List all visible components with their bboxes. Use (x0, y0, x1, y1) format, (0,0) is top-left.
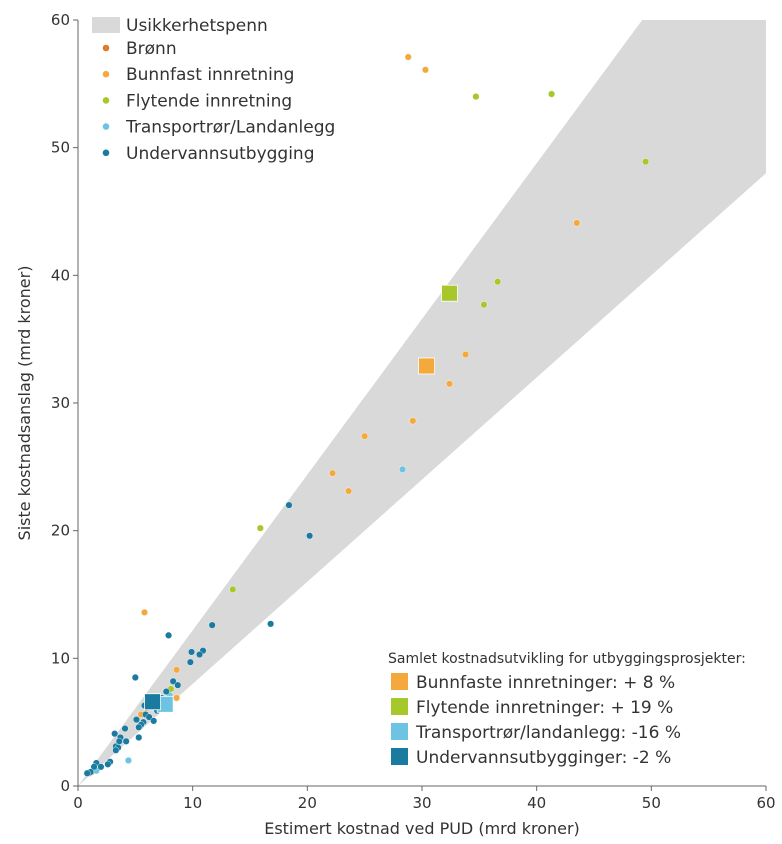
point-bunnfast-innretning (462, 350, 470, 358)
x-tick-label: 50 (642, 794, 661, 812)
y-tick-label: 60 (51, 11, 70, 29)
legend-marker-br-nn (102, 44, 110, 52)
legend-label-undervannsutbygging: Undervannsutbygging (126, 144, 315, 164)
x-tick-label: 0 (73, 794, 83, 812)
uncertainty-band (78, 20, 766, 786)
legend-swatch-band (92, 17, 120, 33)
aggregate-marker-undervannsutbygginger (144, 693, 161, 711)
y-tick-label: 0 (60, 777, 70, 795)
legend-marker-undervannsutbygging (102, 149, 110, 157)
point-undervannsutbygging (132, 716, 140, 724)
y-axis-title: Siste kostnadsanslag (mrd kroner) (15, 266, 34, 541)
point-undervannsutbygging (90, 763, 98, 771)
summary-item-label: Undervannsutbygginger: -2 % (416, 748, 671, 768)
x-axis-title: Estimert kostnad ved PUD (mrd kroner) (264, 819, 580, 838)
y-tick-label: 50 (51, 139, 70, 157)
point-undervannsutbygging (285, 501, 293, 509)
x-tick-label: 20 (298, 794, 317, 812)
legend-marker-bunnfast-innretning (102, 70, 110, 78)
point-undervannsutbygging (306, 532, 314, 540)
point-undervannsutbygging (267, 620, 275, 628)
point-flytende-innretning (256, 524, 264, 532)
point-undervannsutbygging (121, 725, 129, 733)
point-bunnfast-innretning (573, 219, 581, 227)
y-tick-label: 30 (51, 394, 70, 412)
point-undervannsutbygging (174, 681, 182, 689)
x-tick-label: 10 (183, 794, 202, 812)
legend-marker-transportr-r-landanlegg (102, 123, 110, 130)
point-undervannsutbygging (97, 763, 105, 771)
point-undervannsutbygging (165, 631, 173, 639)
point-bunnfast-innretning (329, 469, 337, 477)
point-bunnfast-innretning (173, 694, 181, 702)
summary-swatch (391, 723, 408, 740)
point-transportr-r-landanlegg (124, 756, 132, 764)
legend-label-flytende-innretning: Flytende innretning (126, 91, 292, 111)
point-bunnfast-innretning (446, 380, 454, 388)
point-undervannsutbygging (104, 760, 112, 768)
ticks: 0 10 20 30 40 50 60 0 10 20 30 40 50 60 (51, 11, 776, 812)
point-undervannsutbygging (169, 677, 177, 685)
legend-label-transportr-r-landanlegg: Transportrør/Landanlegg (125, 118, 335, 138)
point-undervannsutbygging (112, 746, 120, 754)
legend-marker-flytende-innretning (102, 97, 110, 104)
aggregate-marker-flytende-innretninger (441, 284, 458, 302)
point-bunnfast-innretning (345, 487, 353, 495)
point-bunnfast-innretning (173, 666, 181, 674)
point-undervannsutbygging (122, 737, 130, 745)
point-bunnfast-innretning (141, 608, 149, 616)
x-tick-label: 40 (527, 794, 546, 812)
point-undervannsutbygging (135, 733, 143, 741)
point-flytende-innretning (548, 90, 556, 98)
point-transportr-r-landanlegg (399, 465, 407, 473)
point-undervannsutbygging (186, 658, 194, 666)
legend-label-band: Usikkerhetspenn (126, 16, 268, 36)
point-undervannsutbygging (83, 769, 91, 777)
point-bunnfast-innretning (404, 53, 412, 61)
point-undervannsutbygging (162, 688, 170, 696)
point-undervannsutbygging (131, 673, 139, 681)
aggregate-markers (144, 284, 458, 713)
summary-swatch (391, 748, 408, 765)
summary-title: Samlet kostnadsutvikling for utbyggingsp… (388, 651, 746, 667)
legend-label-br-nn: Brønn (126, 39, 177, 59)
point-undervannsutbygging (135, 723, 143, 731)
point-undervannsutbygging (145, 713, 153, 721)
legend-label-bunnfast-innretning: Bunnfast innretning (126, 65, 294, 85)
point-undervannsutbygging (111, 730, 119, 738)
point-flytende-innretning (229, 585, 237, 593)
point-flytende-innretning (472, 93, 480, 101)
y-tick-label: 10 (51, 649, 70, 667)
y-tick-label: 40 (51, 266, 70, 284)
point-undervannsutbygging (208, 621, 216, 629)
x-tick-label: 30 (412, 794, 431, 812)
point-bunnfast-innretning (409, 417, 417, 425)
summary-item-label: Flytende innretninger: + 19 % (416, 698, 673, 718)
y-tick-label: 20 (51, 522, 70, 540)
summary-swatch (391, 673, 408, 690)
point-flytende-innretning (642, 158, 650, 166)
point-undervannsutbygging (188, 648, 196, 656)
point-flytende-innretning (494, 278, 502, 286)
x-tick-label: 60 (756, 794, 775, 812)
point-undervannsutbygging (150, 717, 158, 725)
point-flytende-innretning (480, 301, 488, 309)
uncertainty-band-layer (78, 20, 766, 786)
legend: Usikkerhetspenn Brønn Bunnfast innretning F… (92, 16, 335, 164)
summary-item-label: Bunnfaste innretninger: + 8 % (416, 673, 675, 693)
summary-item-label: Transportrør/landanlegg: -16 % (415, 723, 681, 743)
summary-box: Samlet kostnadsutvikling for utbyggingsp… (388, 651, 746, 768)
summary-swatch (391, 698, 408, 715)
point-bunnfast-innretning (361, 432, 369, 440)
point-undervannsutbygging (196, 651, 204, 659)
point-bunnfast-innretning (421, 66, 429, 74)
aggregate-marker-bunnfaste-innretninger (418, 357, 435, 375)
